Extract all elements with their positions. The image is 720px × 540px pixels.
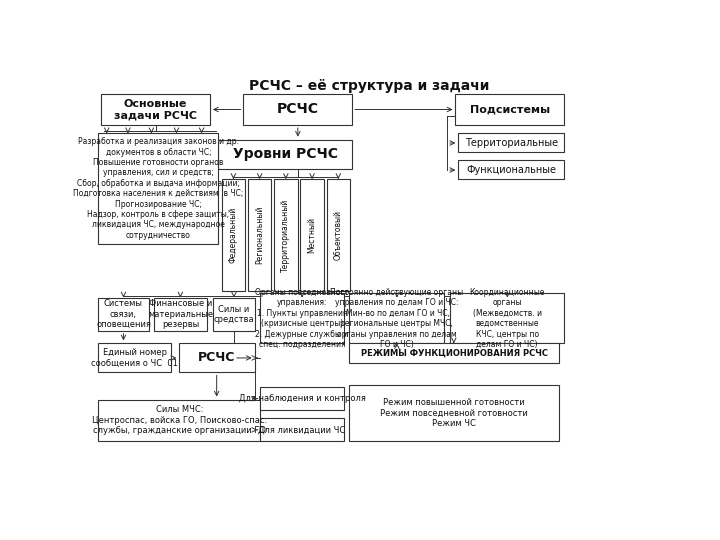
Text: Силы МЧС:
Центроспас, войска ГО, Поисково-спас.
службы, гражданские организации : Силы МЧС: Центроспас, войска ГО, Поисков… [91, 406, 267, 435]
Bar [222, 179, 245, 292]
Bar [179, 343, 255, 373]
Bar [213, 298, 255, 331]
Bar [450, 294, 564, 343]
Text: Режим повышенной готовности
Режим повседневной готовности
Режим ЧС: Режим повышенной готовности Режим повсед… [380, 398, 528, 428]
Text: Функциональные: Функциональные [467, 165, 557, 175]
Text: РСЧС: РСЧС [277, 103, 319, 117]
Text: Подсистемы: Подсистемы [470, 105, 550, 114]
Text: Системы
связи,
оповещения: Системы связи, оповещения [96, 299, 151, 329]
Text: Постоянно действующие органы
управления по делам ГО и ЧС:
(Мин-во по делам ГО и : Постоянно действующие органы управления … [330, 288, 464, 349]
Bar [459, 133, 564, 152]
Bar [260, 387, 344, 410]
Bar [99, 400, 260, 441]
Text: РСЧС: РСЧС [198, 352, 235, 365]
Bar [243, 94, 352, 125]
Bar [456, 94, 564, 125]
Bar [260, 294, 344, 343]
Text: Территориальные: Территориальные [464, 138, 558, 148]
Text: Федеральный: Федеральный [229, 207, 238, 264]
Text: Координационные
органы
(Межведомств. и
ведомственные
КЧС, центры по
делам ГО и Ч: Координационные органы (Межведомств. и в… [469, 288, 545, 349]
Bar [349, 294, 444, 343]
Text: Разработка и реализация законов и др.
документов в области ЧС;
Повышение готовно: Разработка и реализация законов и др. до… [73, 137, 243, 240]
Text: Региональный: Региональный [255, 206, 264, 265]
Text: Основные
задачи РСЧС: Основные задачи РСЧС [114, 99, 197, 120]
Text: Органы повседневного
управления:
1. Пункты управления
(кризисные центры)
2. Дежу: Органы повседневного управления: 1. Пунк… [255, 288, 349, 349]
Bar [349, 385, 559, 441]
Text: Единый номер
сообщения о ЧС  01: Единый номер сообщения о ЧС 01 [91, 348, 178, 368]
Text: Финансовые и
материальные
резервы: Финансовые и материальные резервы [148, 299, 213, 329]
Bar [274, 179, 297, 292]
Text: РСЧС – её структура и задачи: РСЧС – её структура и задачи [249, 79, 489, 93]
Bar [101, 94, 210, 125]
Bar [260, 418, 344, 441]
Bar [459, 160, 564, 179]
Text: Территориальный: Территориальный [282, 199, 290, 272]
Bar [99, 133, 218, 244]
Bar [99, 343, 171, 373]
Text: Для наблюдения и контроля: Для наблюдения и контроля [238, 394, 366, 403]
Bar [300, 179, 324, 292]
Text: Силы и
средства: Силы и средства [213, 305, 254, 324]
Text: Объектовый: Объектовый [334, 210, 343, 260]
Bar [248, 179, 271, 292]
Text: Для ликвидации ЧС: Для ликвидации ЧС [258, 425, 346, 434]
Bar [99, 298, 148, 331]
Bar [154, 298, 207, 331]
Bar [349, 343, 559, 363]
Bar [327, 179, 350, 292]
Text: РЕЖИМЫ ФУНКЦИОНИРОВАНИЯ РСЧС: РЕЖИМЫ ФУНКЦИОНИРОВАНИЯ РСЧС [361, 349, 548, 358]
Text: Местный: Местный [307, 217, 317, 253]
Bar [218, 140, 352, 168]
Text: Уровни РСЧС: Уровни РСЧС [233, 147, 338, 161]
